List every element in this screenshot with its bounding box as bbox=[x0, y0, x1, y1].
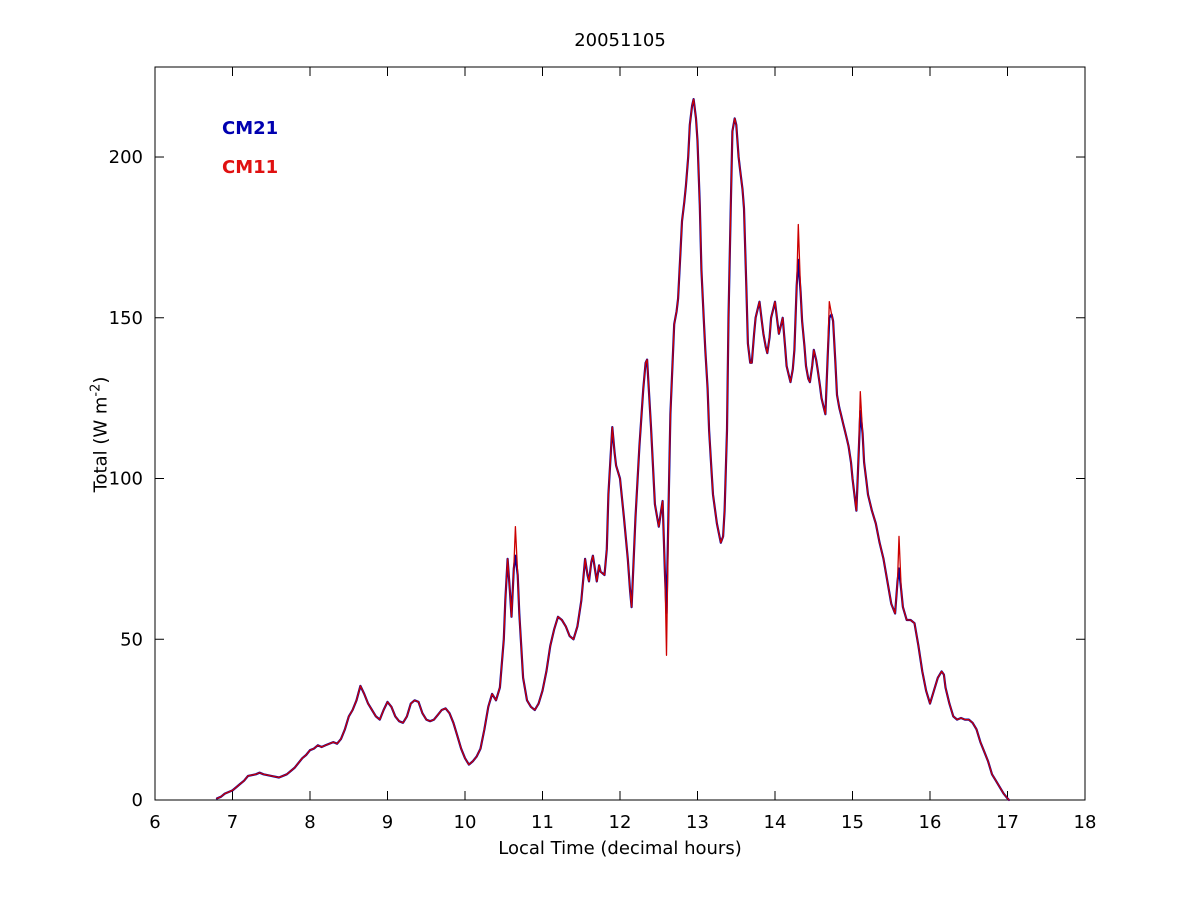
legend: CM21 CM11 bbox=[222, 120, 278, 198]
x-tick-label: 17 bbox=[996, 812, 1019, 833]
legend-entry-cm21: CM21 bbox=[222, 118, 279, 139]
x-tick-label: 18 bbox=[1074, 812, 1097, 833]
series-line-cm21 bbox=[215, 97, 1011, 802]
y-tick-label: 200 bbox=[109, 147, 143, 168]
x-tick-label: 14 bbox=[764, 812, 787, 833]
series-line-cm11 bbox=[216, 98, 1010, 801]
x-tick-label: 9 bbox=[382, 812, 393, 833]
x-tick-label: 6 bbox=[149, 812, 160, 833]
legend-entry-cm11: CM11 bbox=[222, 157, 279, 178]
x-tick-label: 7 bbox=[227, 812, 238, 833]
chart-title: 20051105 bbox=[574, 30, 666, 51]
y-tick-label: 0 bbox=[132, 790, 143, 811]
y-axis-label: Total (W m-2) bbox=[89, 362, 112, 508]
x-tick-label: 15 bbox=[841, 812, 864, 833]
x-tick-label: 8 bbox=[304, 812, 315, 833]
x-tick-label: 11 bbox=[531, 812, 554, 833]
y-tick-label: 150 bbox=[109, 308, 143, 329]
x-tick-label: 16 bbox=[919, 812, 942, 833]
y-tick-label: 50 bbox=[120, 629, 143, 650]
y-tick-label: 100 bbox=[109, 469, 143, 490]
x-tick-label: 10 bbox=[454, 812, 477, 833]
y-axis-label-suffix: ) bbox=[90, 376, 112, 384]
x-axis-label: Local Time (decimal hours) bbox=[498, 838, 742, 859]
y-axis-label-prefix: Total (W m bbox=[90, 396, 112, 493]
y-axis-label-superscript: -2 bbox=[88, 383, 104, 397]
x-tick-label: 12 bbox=[609, 812, 632, 833]
x-tick-label: 13 bbox=[686, 812, 709, 833]
